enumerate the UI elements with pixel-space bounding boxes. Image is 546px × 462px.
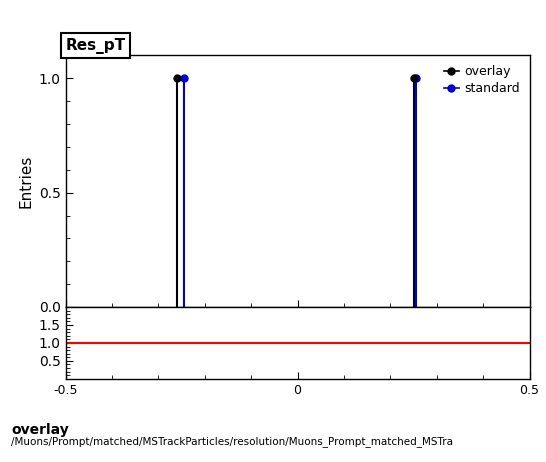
Text: /Muons/Prompt/matched/MSTrackParticles/resolution/Muons_Prompt_matched_MSTra: /Muons/Prompt/matched/MSTrackParticles/r…: [11, 437, 453, 448]
Text: overlay: overlay: [11, 423, 69, 437]
Text: Res_pT: Res_pT: [66, 38, 126, 54]
Legend: overlay, standard: overlay, standard: [440, 62, 524, 99]
Y-axis label: Entries: Entries: [18, 154, 33, 208]
